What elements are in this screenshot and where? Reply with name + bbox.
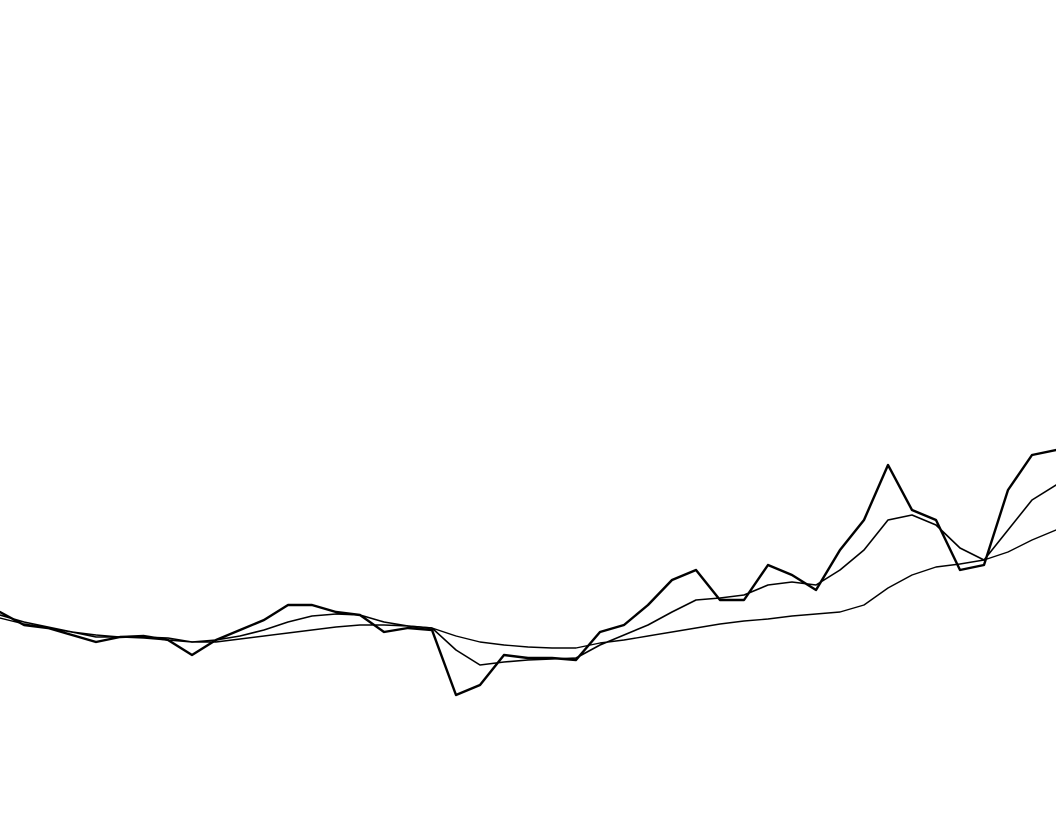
series-line <box>0 529 1056 649</box>
series-line <box>0 448 1056 697</box>
series-line <box>0 484 1056 666</box>
